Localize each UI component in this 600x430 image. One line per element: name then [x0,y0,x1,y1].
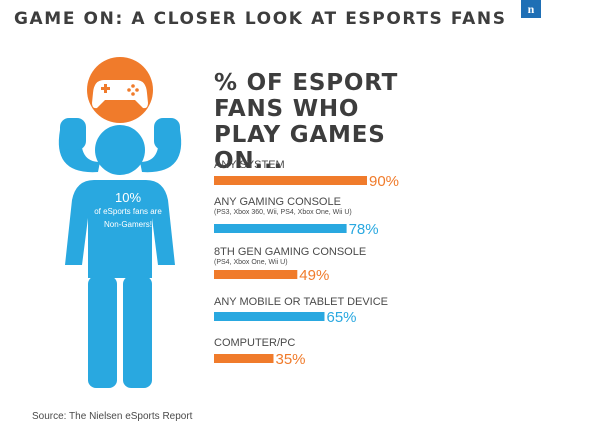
source-note: Source: The Nielsen eSports Report [32,411,193,422]
value-label: 90% [369,173,399,190]
figure-callout: 10% of eSports fans are Non-Gamers! [92,190,164,231]
bar [214,354,274,363]
nielsen-logo: n [521,0,541,18]
category-label: ANY MOBILE OR TABLET DEVICE [214,296,388,308]
category-label: 8TH GEN GAMING CONSOLE [214,246,366,258]
page-title: GAME ON: A CLOSER LOOK AT ESPORTS FANS [14,9,507,29]
bar [214,176,367,185]
bar [214,312,325,321]
value-label: 78% [349,221,379,238]
chart-title: % OF ESPORT FANS WHO PLAY GAMES ON... [214,70,399,174]
value-label: 65% [327,309,357,326]
category-label: COMPUTER/PC [214,337,295,349]
category-sublabel: (PS3, Xbox 360, Wii, PS4, Xbox One, Wii … [214,209,352,216]
bar [214,224,347,233]
value-label: 35% [276,351,306,368]
non-gamer-stat: 10% [114,190,142,205]
gamepad-icon [92,80,148,109]
category-label: ANY SYSTEM [214,159,285,171]
value-label: 49% [299,267,329,284]
person-silhouette [58,118,182,388]
non-gamer-description: of eSports fans are Non-Gamers! [94,207,162,229]
category-label: ANY GAMING CONSOLE [214,196,341,208]
category-sublabel: (PS4, Xbox One, Wii U) [214,259,288,266]
bar [214,270,298,279]
